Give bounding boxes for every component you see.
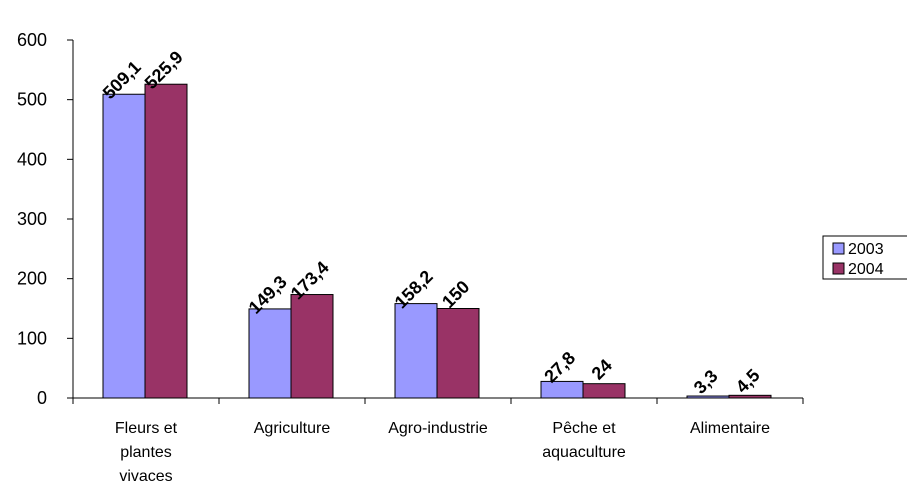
y-axis: 0 100 200 300 400 500 600: [17, 30, 74, 408]
legend-swatch: [832, 262, 845, 275]
bar-2004: [144, 83, 188, 399]
category-label: Agro-industrie: [388, 420, 488, 437]
category-label: Agriculture: [254, 420, 331, 437]
y-tick-label: 400: [17, 149, 47, 169]
data-label: 4,5: [732, 365, 764, 397]
y-tick-label: 200: [17, 269, 47, 289]
bar-2003: [540, 380, 584, 399]
legend: 2003 2004: [822, 235, 907, 280]
bar-2004: [290, 294, 334, 399]
y-tick-label: 500: [17, 90, 47, 110]
y-tick-label: 300: [17, 209, 47, 229]
y-tick-label: 100: [17, 328, 47, 348]
data-label: 3,3: [690, 366, 722, 398]
legend-swatch: [832, 242, 845, 255]
bar-2003: [248, 308, 292, 399]
bar-2004: [436, 308, 480, 399]
legend-label: 2003: [848, 241, 884, 258]
data-label: 27,8: [540, 348, 579, 387]
y-tick-label: 0: [37, 388, 47, 408]
bar-2004: [582, 383, 626, 399]
bar-2003: [394, 303, 438, 399]
data-label: 150: [438, 277, 473, 312]
bar-2003: [102, 93, 146, 399]
data-label: 24: [588, 355, 616, 383]
x-axis: Fleurs et plantes vivaces Agriculture Agro-i…: [72, 397, 804, 485]
legend-label: 2004: [848, 261, 884, 278]
bars: [102, 83, 772, 399]
category-label: Pêche et aquaculture: [542, 420, 626, 461]
category-label: Fleurs et plantes vivaces: [115, 420, 178, 485]
y-tick-label: 600: [17, 30, 47, 50]
category-label: Alimentaire: [690, 420, 770, 437]
